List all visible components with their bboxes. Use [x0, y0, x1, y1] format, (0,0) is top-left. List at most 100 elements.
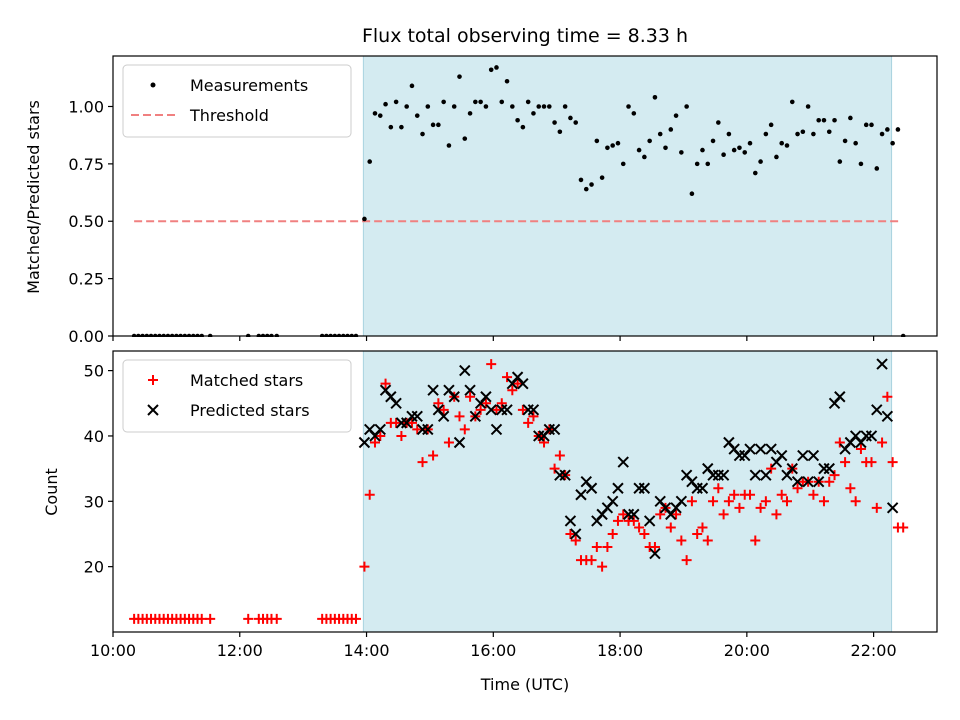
predicted-star-point [437, 410, 450, 423]
measurement-point [573, 120, 579, 125]
matched-star-point [554, 450, 565, 461]
measurement-point [393, 99, 399, 105]
top-panel: 0.00 0.25 0.50 0.75 1.00 Measurements Threshol… [68, 55, 938, 346]
bottom-panel: 10:00 12:00 14:00 16:00 18:00 20:00 22:00 20 30 4… [84, 350, 938, 660]
predicted-star-point [802, 475, 814, 488]
measurement-point [562, 104, 568, 109]
measurement-point [879, 131, 885, 137]
measurement-point [832, 117, 837, 123]
measurement-point [642, 154, 647, 160]
x-tick-label: 16:00 [470, 641, 516, 660]
matched-star-point [760, 496, 771, 507]
measurement-point [467, 111, 473, 116]
matched-star-point [486, 359, 497, 370]
predicted-star-point [469, 410, 482, 423]
matched-star-point [565, 528, 576, 539]
top-y-axis-label: Matched/Predicted stars [24, 100, 43, 294]
predicted-star-point [390, 397, 402, 409]
measurement-point [457, 74, 462, 79]
matched-star-point [866, 457, 877, 468]
matched-star-point [496, 398, 507, 409]
measurement-point [726, 131, 732, 137]
measurement-point [362, 216, 367, 222]
measurement-point [488, 67, 494, 73]
measurement-point [826, 129, 832, 135]
predicted-star-point [754, 443, 767, 455]
measurement-point [583, 186, 589, 192]
predicted-star-point [675, 495, 688, 508]
matched-star-point [713, 483, 724, 494]
matched-star-point [877, 437, 888, 448]
measurement-point [531, 111, 536, 116]
measurement-point [430, 122, 436, 128]
measurement-point [404, 104, 409, 109]
predicted-star-point [749, 469, 762, 481]
x-axis-label: Time (UTC) [480, 675, 569, 694]
predicted-star-point [422, 423, 434, 436]
matched-star-point [570, 535, 581, 546]
predicted-star-point [448, 391, 460, 403]
predicted-star-point [559, 469, 571, 481]
matched-star-point [512, 378, 523, 389]
measurement-point [694, 161, 700, 167]
predicted-star-point [876, 358, 888, 370]
x-tick-label: 12:00 [217, 641, 263, 660]
legend-box [122, 359, 352, 433]
measurement-point [425, 104, 431, 109]
matched-star-point [350, 613, 361, 624]
matched-star-point [850, 496, 861, 507]
matched-star-point [443, 437, 454, 448]
matched-star-point [734, 502, 745, 513]
predicted-star-point [717, 469, 730, 481]
matched-star-point [649, 542, 660, 553]
matched-star-point [840, 457, 851, 468]
predicted-star-point [617, 456, 629, 468]
legend-label: Measurements [190, 76, 308, 95]
matched-star-point [665, 522, 676, 533]
measurement-point [599, 175, 605, 180]
predicted-star-point [881, 410, 894, 423]
predicted-star-point [760, 469, 772, 481]
measurement-point [451, 104, 457, 109]
matched-star-point [702, 535, 713, 546]
measurement-point [811, 131, 816, 137]
matched-star-point [697, 522, 708, 533]
matched-star-point [845, 483, 856, 494]
legend-label: Matched stars [190, 371, 303, 390]
predicted-star-point [823, 462, 835, 475]
matched-star-point [539, 437, 550, 448]
matched-star-point [433, 398, 444, 409]
measurement-point [652, 95, 658, 100]
measurement-point [700, 147, 705, 153]
x-tick-label: 18:00 [597, 641, 643, 660]
predicted-star-point [797, 449, 809, 462]
matched-star-point [766, 463, 777, 474]
measurement-point [594, 138, 600, 144]
legend-marker-plus [148, 375, 158, 385]
measurement-point [441, 99, 446, 105]
matched-star-point [523, 417, 534, 428]
measurement-point [668, 127, 674, 132]
matched-star-point [771, 509, 782, 520]
measurement-point [842, 138, 848, 144]
matched-star-point [639, 528, 650, 539]
bottom-y-axis-label: Count [42, 468, 61, 516]
matched-star-point [406, 417, 417, 428]
measurement-point [631, 111, 637, 116]
measurement-point [716, 120, 721, 125]
y-tick-label: 0.25 [68, 270, 104, 289]
matched-star-point [438, 404, 449, 415]
predicted-star-point [776, 449, 788, 462]
measurement-point [483, 104, 489, 109]
predicted-star-point [517, 377, 529, 390]
measurement-point [789, 99, 795, 105]
legend-marker-cross [147, 404, 159, 416]
measurement-point [399, 124, 404, 130]
measurement-point [436, 122, 441, 128]
matched-star-point [417, 457, 428, 468]
measurement-point [367, 159, 373, 164]
matched-star-point [243, 613, 254, 624]
matched-star-point [676, 535, 687, 546]
predicted-star-point [575, 489, 587, 501]
observing-span [362, 350, 893, 633]
